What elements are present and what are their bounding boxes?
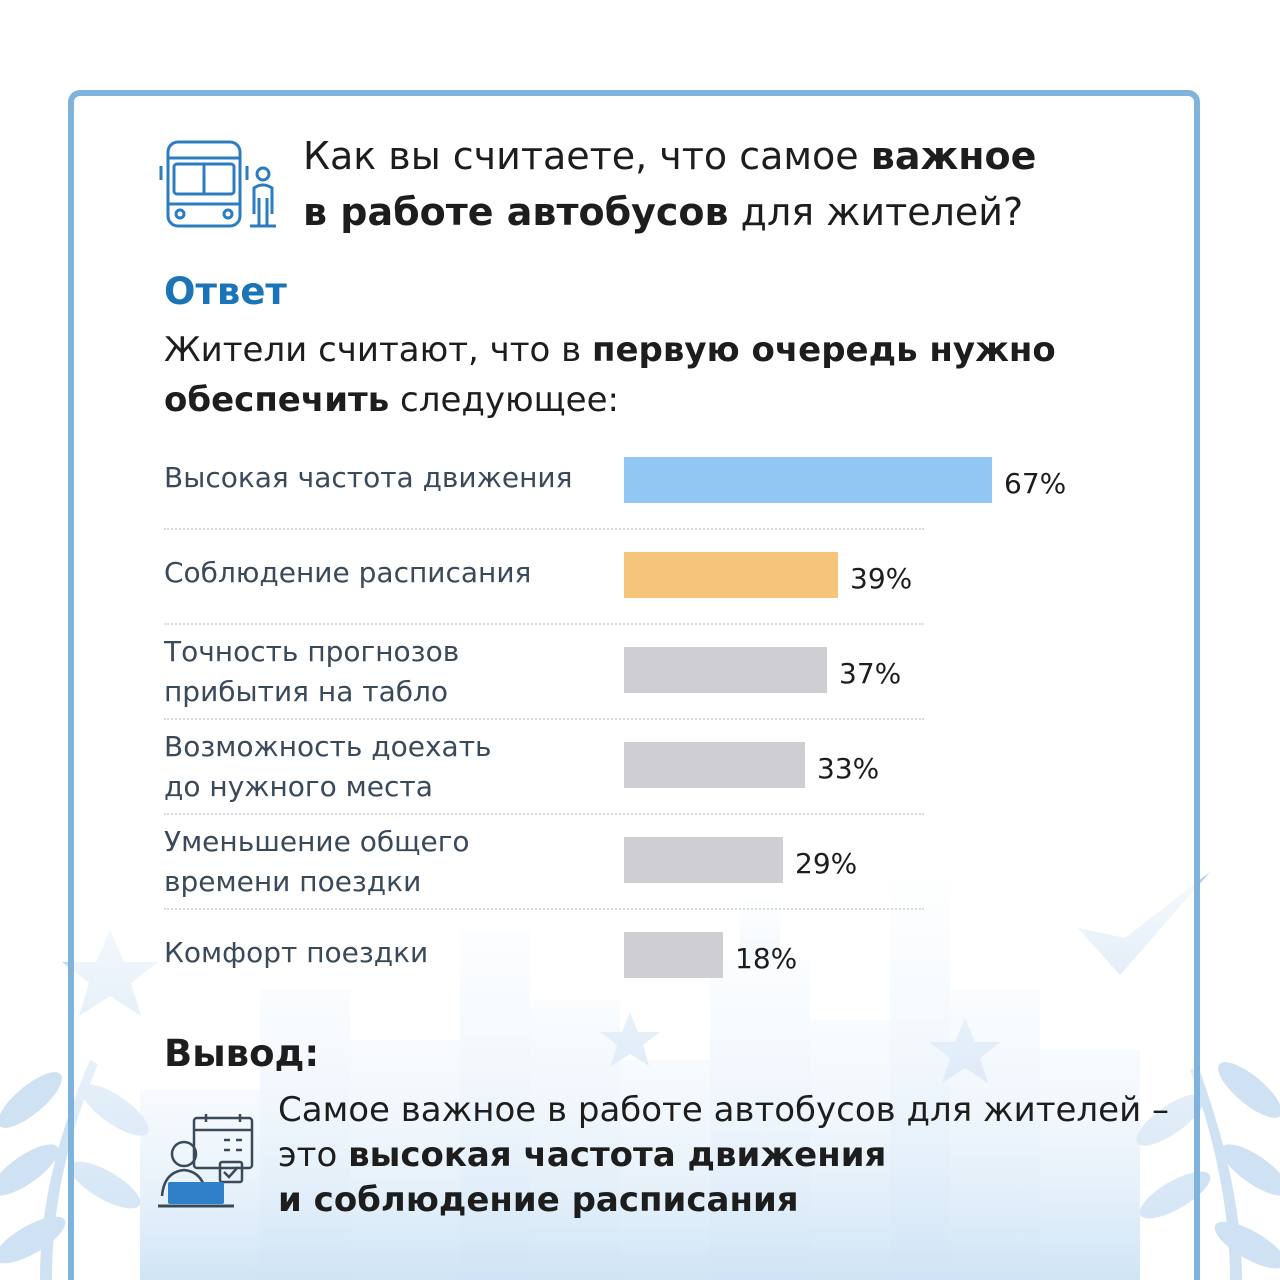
bus-and-person-icon xyxy=(159,140,276,228)
person-at-laptop-calendar-icon xyxy=(158,1114,254,1208)
page-title: Как вы считаете, что самое важное в работ… xyxy=(303,134,1037,234)
bar-category-label: Возможность доехать до нужного места xyxy=(164,727,604,807)
category-line: Высокая частота движения xyxy=(164,461,573,494)
row-separator xyxy=(164,528,924,530)
answer-lead: Жители считают, что в первую очередь нуж… xyxy=(164,330,1056,420)
bar-value-label: 33% xyxy=(817,752,880,785)
bar-value-label: 18% xyxy=(735,942,798,975)
conclusion-heading: Вывод: xyxy=(164,1032,320,1075)
bar-value-label: 39% xyxy=(850,562,913,595)
bar-category-label: Соблюдение расписания xyxy=(164,553,604,593)
bar xyxy=(624,647,827,693)
bar xyxy=(624,742,805,788)
category-line: прибытия на табло xyxy=(164,675,449,708)
bar-category-label: Комфорт поездки xyxy=(164,933,604,973)
bar-value-label: 29% xyxy=(795,847,858,880)
answer-heading: Ответ xyxy=(164,270,287,313)
category-line: до нужного места xyxy=(164,770,433,803)
bar xyxy=(624,552,838,598)
row-separator xyxy=(164,623,924,625)
conclusion-text: Самое важное в работе автобусов для жите… xyxy=(278,1090,1169,1220)
row-separator xyxy=(164,718,924,720)
category-line: Возможность доехать xyxy=(164,730,492,763)
bar xyxy=(624,932,723,978)
bar xyxy=(624,457,992,503)
category-line: Комфорт поездки xyxy=(164,936,429,969)
bar xyxy=(624,837,783,883)
bar-category-label: Уменьшение общего времени поездки xyxy=(164,822,604,902)
bar-category-label: Точность прогнозов прибытия на табло xyxy=(164,632,604,712)
bar-value-label: 67% xyxy=(1004,467,1067,500)
category-line: времени поездки xyxy=(164,865,422,898)
bar-category-label: Высокая частота движения xyxy=(164,458,604,498)
row-separator xyxy=(164,813,924,815)
bar-value-label: 37% xyxy=(839,657,902,690)
category-line: Уменьшение общего xyxy=(164,825,470,858)
row-separator xyxy=(164,908,924,910)
category-line: Соблюдение расписания xyxy=(164,556,532,589)
category-line: Точность прогнозов xyxy=(164,635,460,668)
